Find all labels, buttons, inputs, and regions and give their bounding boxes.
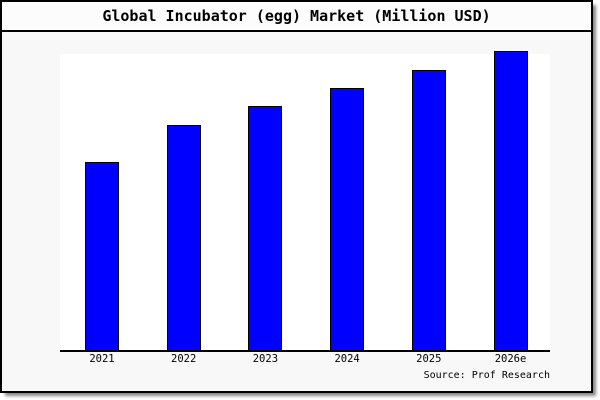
bar-2022 (166, 124, 201, 350)
x-axis-labels: 2021 2022 2023 2024 2025 2026e (60, 353, 550, 368)
x-tick-2023: 2023 (252, 353, 279, 365)
x-tick-2024: 2024 (334, 353, 360, 365)
bar-2026e (493, 51, 528, 350)
source-text: Source: Prof Research (423, 370, 550, 381)
x-tick-2026e: 2026e (494, 353, 527, 365)
bar-2023 (248, 106, 283, 350)
x-tick-2022: 2022 (171, 353, 197, 365)
chart-frame: Global Incubator (egg) Market (Million U… (0, 0, 593, 393)
chart-title-box: Global Incubator (egg) Market (Million U… (2, 2, 591, 32)
x-tick-2021: 2021 (89, 353, 115, 365)
bar-2024 (330, 88, 365, 350)
bar-2025 (411, 70, 446, 350)
chart-title: Global Incubator (egg) Market (Million U… (102, 7, 491, 25)
x-tick-2025: 2025 (416, 353, 442, 365)
plot-area (60, 51, 550, 352)
bar-2021 (85, 161, 119, 350)
